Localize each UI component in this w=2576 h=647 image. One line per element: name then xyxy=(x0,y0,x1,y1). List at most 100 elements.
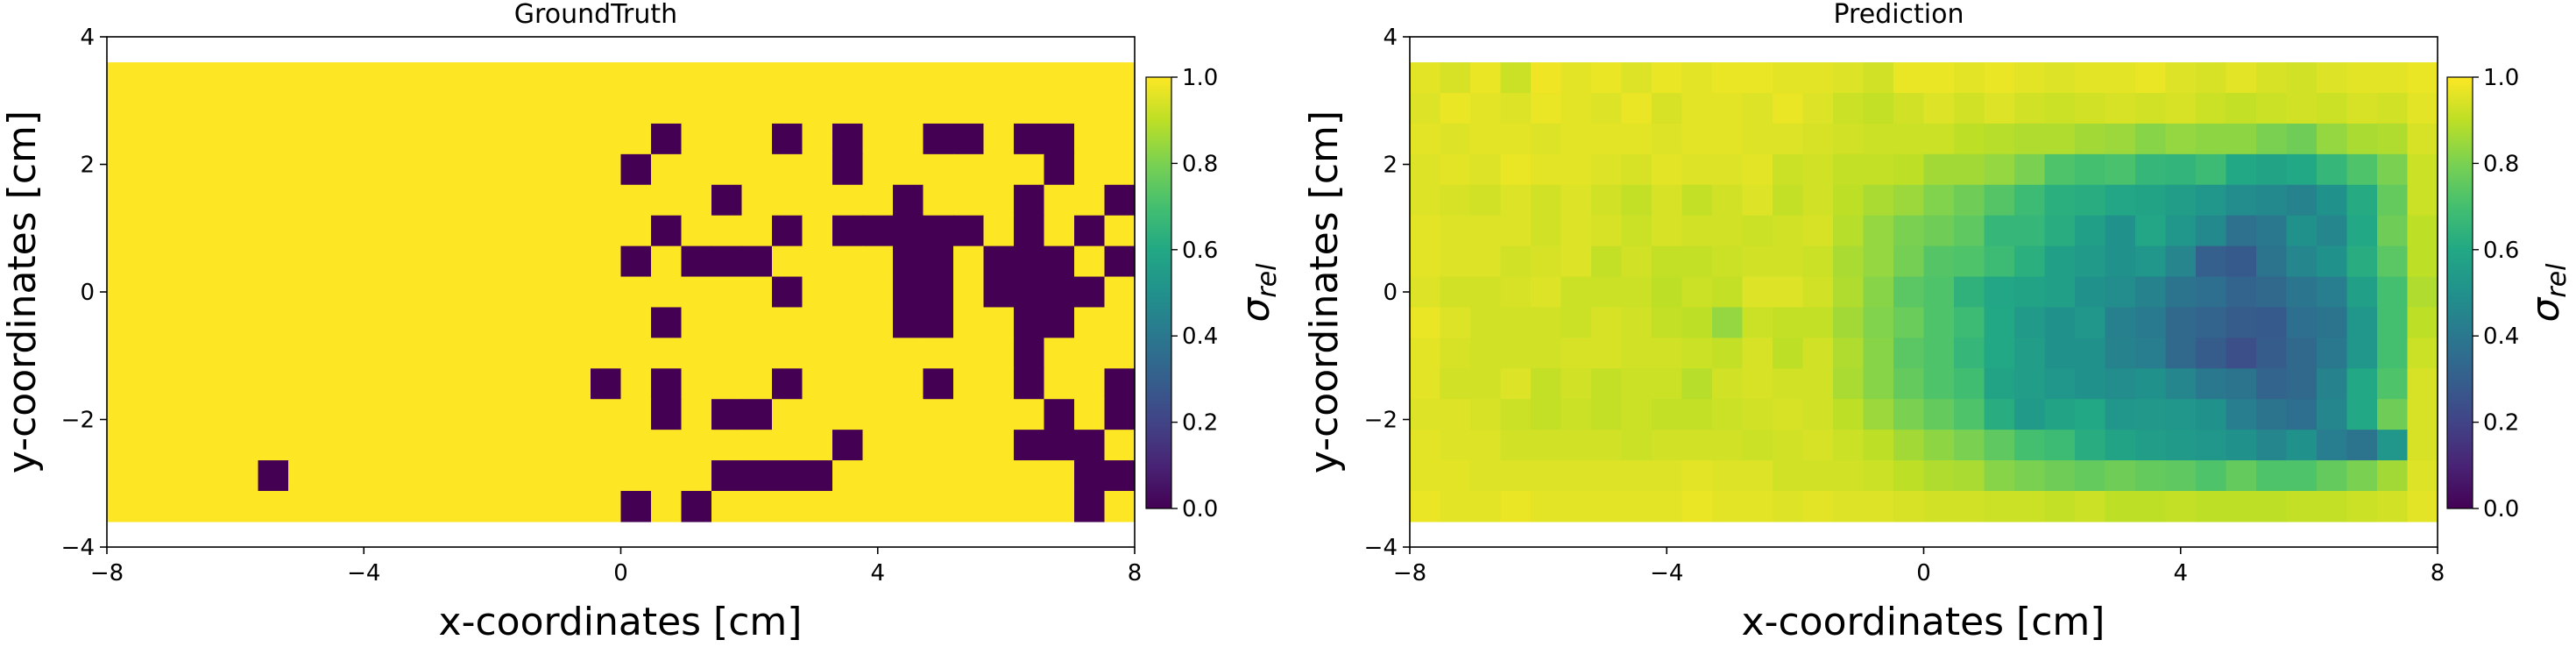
groundtruth-cell xyxy=(349,215,380,247)
prediction-cell xyxy=(2256,368,2288,400)
prediction-y-axis-label: y-coordinates [cm] xyxy=(1302,110,1347,473)
groundtruth-cell xyxy=(741,93,773,124)
groundtruth-cell xyxy=(530,184,562,217)
groundtruth-cell xyxy=(1074,307,1106,338)
groundtruth-cell xyxy=(107,93,138,124)
groundtruth-cell xyxy=(258,184,289,217)
groundtruth-cell xyxy=(711,460,743,492)
groundtruth-cell xyxy=(439,62,471,94)
prediction-cell xyxy=(2377,490,2409,523)
prediction-cell xyxy=(2105,460,2136,492)
groundtruth-cell xyxy=(470,307,501,338)
prediction-cell xyxy=(1712,430,1744,461)
groundtruth-cell xyxy=(349,184,380,217)
prediction-cell xyxy=(2044,430,2076,461)
prediction-cell xyxy=(1923,338,1955,369)
prediction-cell xyxy=(2014,338,2046,369)
groundtruth-cell xyxy=(1044,276,1075,309)
prediction-cell xyxy=(2286,338,2318,369)
groundtruth-cell xyxy=(802,307,833,338)
groundtruth-cell xyxy=(1014,215,1045,247)
prediction-cell xyxy=(1591,245,1623,278)
groundtruth-cell xyxy=(228,62,259,94)
prediction-cell xyxy=(2135,338,2167,369)
prediction-cell xyxy=(1410,490,1441,523)
prediction-cell xyxy=(1470,460,1502,492)
prediction-cell xyxy=(1802,490,1834,523)
groundtruth-cell xyxy=(197,62,229,94)
groundtruth-cell xyxy=(772,184,803,217)
groundtruth-cell xyxy=(893,368,924,400)
prediction-cell xyxy=(1742,123,1773,155)
groundtruth-cell xyxy=(318,460,350,492)
groundtruth-cell xyxy=(530,93,562,124)
groundtruth-cell xyxy=(167,276,199,309)
prediction-cell xyxy=(2044,307,2076,338)
prediction-cell xyxy=(1742,490,1773,523)
groundtruth-cell xyxy=(893,399,924,430)
groundtruth-cell xyxy=(137,153,168,186)
prediction-cell xyxy=(1984,153,2015,186)
groundtruth-cell xyxy=(107,123,138,155)
prediction-y-tick-label: 0 xyxy=(1383,280,1398,306)
prediction-cell xyxy=(1923,307,1955,338)
groundtruth-cell xyxy=(288,153,320,186)
prediction-cell xyxy=(2286,276,2318,309)
groundtruth-cell xyxy=(1104,245,1136,278)
prediction-cell xyxy=(2346,153,2378,186)
prediction-cell xyxy=(1621,490,1652,523)
groundtruth-cell xyxy=(862,460,894,492)
groundtruth-cell xyxy=(832,430,864,461)
prediction-cell xyxy=(1863,123,1894,155)
prediction-cell xyxy=(1923,123,1955,155)
prediction-cell xyxy=(1923,430,1955,461)
prediction-cell xyxy=(1652,368,1683,400)
groundtruth-cell xyxy=(862,245,894,278)
prediction-cell xyxy=(2044,399,2076,430)
prediction-cell xyxy=(1742,153,1773,186)
groundtruth-cell xyxy=(318,245,350,278)
prediction-cell xyxy=(1802,215,1834,247)
prediction-y-tick-label: −2 xyxy=(1364,408,1398,434)
groundtruth-x-axis-label: x-coordinates [cm] xyxy=(439,600,803,643)
prediction-cell xyxy=(2165,245,2197,278)
groundtruth-cell xyxy=(591,93,622,124)
groundtruth-cell xyxy=(228,460,259,492)
groundtruth-cell xyxy=(379,460,410,492)
groundtruth-cell xyxy=(1074,123,1106,155)
groundtruth-cell xyxy=(470,276,501,309)
groundtruth-cell xyxy=(379,430,410,461)
prediction-cell xyxy=(2286,368,2318,400)
prediction-title: Prediction xyxy=(1833,0,1964,30)
prediction-cell xyxy=(1923,62,1955,94)
prediction-cell xyxy=(1773,430,1804,461)
prediction-cell xyxy=(2165,399,2197,430)
prediction-cell xyxy=(1410,430,1441,461)
groundtruth-cell xyxy=(741,368,773,400)
prediction-cell xyxy=(1531,430,1562,461)
groundtruth-cell xyxy=(349,399,380,430)
prediction-cell xyxy=(2044,245,2076,278)
groundtruth-cell xyxy=(1104,368,1136,400)
prediction-cell xyxy=(1440,62,1471,94)
prediction-cell xyxy=(1440,430,1471,461)
prediction-cell xyxy=(1621,276,1652,309)
groundtruth-cell xyxy=(802,123,833,155)
groundtruth-cell xyxy=(1074,460,1106,492)
prediction-cell xyxy=(1893,307,1925,338)
prediction-cell xyxy=(2346,307,2378,338)
groundtruth-cell xyxy=(228,399,259,430)
groundtruth-colorbar-label: σrel xyxy=(1234,263,1283,323)
prediction-cell xyxy=(2256,93,2288,124)
groundtruth-cell xyxy=(439,399,471,430)
prediction-cell xyxy=(1500,184,1532,217)
groundtruth-cell xyxy=(953,245,985,278)
groundtruth-cell xyxy=(197,184,229,217)
groundtruth-cell xyxy=(137,215,168,247)
groundtruth-cell xyxy=(258,338,289,369)
prediction-cell xyxy=(1833,153,1865,186)
groundtruth-x-tick-label: −4 xyxy=(347,560,380,587)
groundtruth-cell xyxy=(107,215,138,247)
